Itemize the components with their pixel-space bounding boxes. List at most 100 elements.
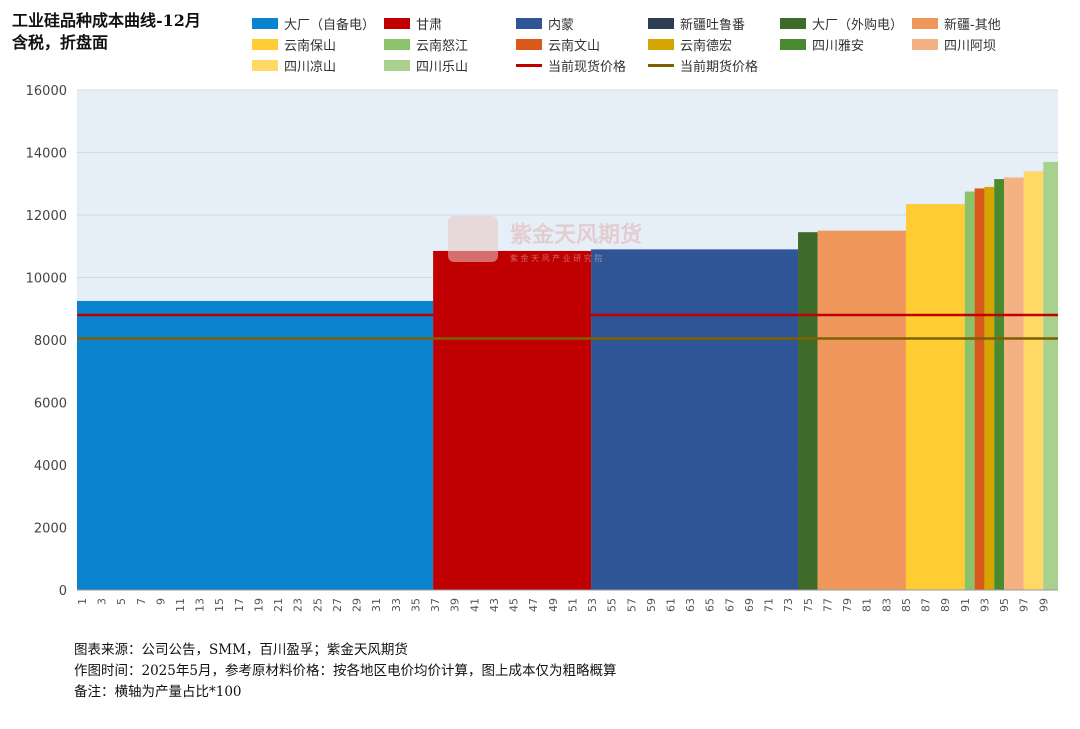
x-tick-label: 3 — [96, 598, 109, 605]
x-tick-label: 55 — [606, 598, 619, 612]
legend-swatch — [780, 17, 806, 29]
legend-label: 大厂（自备电） — [284, 17, 376, 33]
chart-title-line1: 工业硅品种成本曲线-12月 — [12, 11, 201, 30]
legend-label: 四川乐山 — [416, 59, 469, 75]
bar-10 — [994, 179, 1005, 590]
legend-swatch — [648, 38, 674, 50]
y-tick-label: 8000 — [34, 334, 67, 349]
bar-0 — [77, 300, 434, 590]
watermark-logo-icon — [448, 216, 498, 262]
x-tick-label: 41 — [468, 598, 481, 612]
x-tick-label: 39 — [449, 598, 462, 612]
x-tick-label: 49 — [547, 598, 560, 612]
legend-label: 四川凉山 — [284, 59, 337, 75]
y-tick-label: 2000 — [34, 522, 67, 537]
watermark-sub: 紫 金 天 风 产 业 研 究 院 — [510, 253, 602, 263]
x-tick-label: 47 — [527, 598, 540, 612]
bar-5 — [817, 230, 906, 590]
x-tick-label: 37 — [429, 598, 442, 612]
legend-item-15: 当前期货价格 — [648, 56, 780, 75]
legend-swatch — [780, 38, 806, 50]
legend-item-11: 四川阿坝 — [912, 35, 1044, 54]
y-tick-label: 14000 — [26, 147, 67, 162]
bar-4 — [798, 232, 818, 590]
legend-label: 甘肃 — [416, 17, 443, 33]
legend-item-12: 四川凉山 — [252, 56, 384, 75]
footer: 图表来源：公司公告，SMM，百川盈孚；紫金天风期货 作图时间：2025年5月，参… — [74, 640, 616, 703]
x-tick-label: 95 — [998, 598, 1011, 612]
footer-source: 图表来源：公司公告，SMM，百川盈孚；紫金天风期货 — [74, 642, 408, 658]
x-tick-label: 51 — [566, 598, 579, 612]
bar-2 — [591, 249, 799, 590]
legend-item-14: 当前现货价格 — [516, 56, 648, 75]
legend-item-4: 大厂（外购电） — [780, 14, 912, 33]
x-tick-label: 63 — [684, 598, 697, 612]
x-tick-label: 77 — [821, 598, 834, 612]
legend-swatch — [912, 17, 938, 29]
x-tick-label: 9 — [154, 598, 167, 605]
legend-swatch — [252, 17, 278, 29]
legend-label: 云南怒江 — [416, 38, 469, 54]
x-tick-label: 43 — [488, 598, 501, 612]
legend-item-7: 云南怒江 — [384, 35, 516, 54]
legend-swatch — [252, 59, 278, 71]
x-tick-label: 81 — [861, 598, 874, 612]
x-tick-label: 11 — [174, 598, 187, 612]
x-tick-label: 57 — [625, 598, 638, 612]
x-tick-label: 85 — [900, 598, 913, 612]
legend-swatch — [516, 63, 542, 67]
legend-swatch — [384, 38, 410, 50]
x-tick-label: 27 — [331, 598, 344, 612]
x-tick-label: 15 — [213, 598, 226, 612]
chart-title: 工业硅品种成本曲线-12月 含税，折盘面 — [12, 10, 201, 54]
x-tick-label: 69 — [743, 598, 756, 612]
watermark: 紫金天风期货 紫 金 天 风 产 业 研 究 院 — [448, 214, 658, 270]
x-tick-label: 87 — [920, 598, 933, 612]
x-tick-label: 97 — [1018, 598, 1031, 612]
legend-item-13: 四川乐山 — [384, 56, 516, 75]
x-tick-label: 93 — [978, 598, 991, 612]
legend-item-6: 云南保山 — [252, 35, 384, 54]
watermark-brand: 紫金天风期货 — [510, 222, 642, 248]
legend: 大厂（自备电） 甘肃 内蒙 新疆吐鲁番 大厂（外购电） 新疆-其他云南保山 云南怒江 云南文山… — [252, 14, 1052, 75]
bar-6 — [905, 204, 965, 590]
legend-swatch — [516, 17, 542, 29]
x-tick-label: 75 — [802, 598, 815, 612]
x-tick-label: 91 — [959, 598, 972, 612]
x-tick-label: 79 — [841, 598, 854, 612]
legend-label: 新疆吐鲁番 — [680, 17, 746, 33]
x-tick-label: 23 — [292, 598, 305, 612]
x-tick-label: 21 — [272, 598, 285, 612]
x-tick-label: 59 — [645, 598, 658, 612]
legend-label: 四川雅安 — [812, 38, 865, 54]
bar-7 — [964, 191, 975, 590]
bar-1 — [433, 250, 592, 590]
x-tick-label: 19 — [252, 598, 265, 612]
x-tick-label: 53 — [586, 598, 599, 612]
legend-swatch — [912, 38, 938, 50]
bar-11 — [1004, 177, 1024, 590]
y-tick-label: 6000 — [34, 397, 67, 412]
x-tick-label: 25 — [311, 598, 324, 612]
legend-swatch — [252, 38, 278, 50]
legend-item-5: 新疆-其他 — [912, 14, 1044, 33]
x-tick-label: 71 — [763, 598, 776, 612]
x-tick-label: 45 — [508, 598, 521, 612]
legend-label: 云南保山 — [284, 38, 337, 54]
legend-label: 云南德宏 — [680, 38, 733, 54]
x-tick-label: 65 — [704, 598, 717, 612]
legend-swatch — [384, 17, 410, 29]
legend-item-9: 云南德宏 — [648, 35, 780, 54]
legend-item-2: 内蒙 — [516, 14, 648, 33]
x-tick-label: 61 — [665, 598, 678, 612]
footer-date: 作图时间：2025年5月，参考原材料价格：按各地区电价均价计算，图上成本仅为粗略… — [74, 663, 617, 679]
y-tick-label: 0 — [59, 584, 67, 599]
legend-item-8: 云南文山 — [516, 35, 648, 54]
y-tick-label: 10000 — [26, 272, 67, 287]
legend-swatch — [384, 59, 410, 71]
bar-9 — [984, 186, 995, 590]
x-tick-label: 1 — [76, 598, 89, 605]
legend-swatch — [648, 17, 674, 29]
y-tick-label: 4000 — [34, 459, 67, 474]
